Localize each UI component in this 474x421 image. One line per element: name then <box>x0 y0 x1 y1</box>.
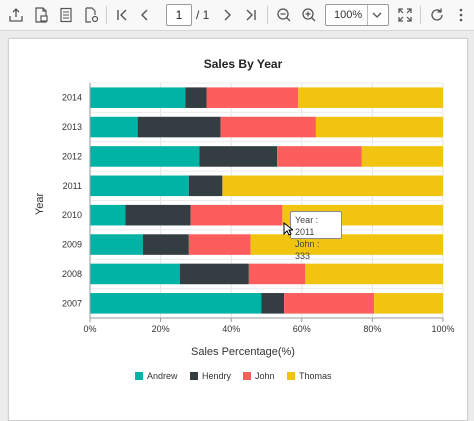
settings-page-icon[interactable] <box>80 5 102 25</box>
more-options-icon[interactable] <box>450 5 472 25</box>
chart-tooltip: Year : 2011 John : 333 <box>290 211 342 261</box>
bar-segment <box>90 87 186 108</box>
toolbar-separator <box>106 6 107 24</box>
tooltip-value: John : 333 <box>295 239 320 261</box>
zoom-in-icon[interactable] <box>298 5 320 25</box>
y-tick-label: 2007 <box>62 298 82 308</box>
bar-segment <box>125 204 191 226</box>
x-tick-label: 60% <box>293 324 311 334</box>
page-number-input[interactable]: 1 <box>166 4 192 26</box>
legend-swatch <box>135 372 143 380</box>
report-page: Sales By Year 2014 2013 2012 2011 2010 2009 20… <box>8 38 468 421</box>
legend-label: Thomas <box>299 371 332 381</box>
y-tick-label: 2014 <box>62 93 82 103</box>
print-icon[interactable] <box>30 5 52 25</box>
bar-segment <box>190 204 283 226</box>
legend-swatch <box>190 372 198 380</box>
y-tick-label: 2009 <box>62 240 82 250</box>
bar-segment <box>90 204 126 226</box>
bar-segment <box>277 146 362 167</box>
bar-segment <box>250 234 443 255</box>
bar-segment <box>137 116 221 138</box>
report-toolbar: 1 / 1 100% <box>0 0 474 31</box>
tooltip-year: Year : 2011 <box>295 215 319 237</box>
y-tick-label: 2008 <box>62 269 82 279</box>
next-page-icon[interactable] <box>216 5 238 25</box>
zoom-out-icon[interactable] <box>273 5 295 25</box>
x-tick-label: 20% <box>152 324 170 334</box>
previous-page-icon[interactable] <box>134 5 156 25</box>
zoom-dropdown[interactable]: 100% <box>325 4 389 26</box>
chevron-down-icon[interactable] <box>370 8 384 27</box>
mouse-cursor-icon <box>283 221 295 241</box>
bar-segment <box>284 293 375 314</box>
bar-segment <box>206 87 299 108</box>
x-tick-label: 0% <box>83 324 96 334</box>
y-tick-label: 2012 <box>62 151 82 161</box>
stacked-bar-chart: Sales By Year 2014 2013 2012 2011 2010 2009 20… <box>34 57 455 381</box>
bar-segment <box>188 175 223 197</box>
y-tick-label: 2013 <box>62 122 82 132</box>
bar-segment <box>180 263 249 285</box>
bar-segment <box>305 263 443 285</box>
bar-segment <box>185 87 207 108</box>
bar-segment <box>90 263 181 285</box>
bar-segment <box>248 263 306 285</box>
fit-page-icon[interactable] <box>394 5 416 25</box>
bar-segment <box>261 293 285 314</box>
bar-segment <box>188 234 251 255</box>
page-setup-icon[interactable] <box>55 5 77 25</box>
bar-segment <box>90 146 200 167</box>
zoom-value: 100% <box>334 9 363 21</box>
bar-segment <box>90 293 262 314</box>
toolbar-separator <box>267 6 268 24</box>
x-tick-label: 80% <box>363 324 381 334</box>
refresh-icon[interactable] <box>426 5 448 25</box>
page-total: / 1 <box>196 8 210 22</box>
x-tick-label: 40% <box>222 324 240 334</box>
bar-segment <box>374 293 443 314</box>
legend-label: John <box>255 371 275 381</box>
y-axis-label: Year <box>34 193 46 216</box>
bar-segment <box>222 175 443 197</box>
legend-label: Hendry <box>202 371 232 381</box>
bar-segment <box>90 175 189 197</box>
bar-segment <box>220 116 316 138</box>
legend-swatch <box>243 372 251 380</box>
bar-segment <box>142 234 189 255</box>
bar-segment <box>90 116 138 138</box>
chart-title: Sales By Year <box>204 57 283 71</box>
legend-label: Andrew <box>147 371 178 381</box>
zoom-divider <box>367 5 368 25</box>
bar-segment <box>315 116 443 138</box>
x-tick-label: 100% <box>431 324 454 334</box>
bar-segment <box>199 146 278 167</box>
legend-swatch <box>287 372 295 380</box>
toolbar-separator <box>420 6 421 24</box>
first-page-icon[interactable] <box>111 5 133 25</box>
bar-segment <box>361 146 443 167</box>
export-icon[interactable] <box>5 5 27 25</box>
x-axis-label: Sales Percentage(%) <box>191 346 295 358</box>
bar-segment <box>298 87 443 108</box>
last-page-icon[interactable] <box>240 5 262 25</box>
bar-segment <box>90 234 143 255</box>
y-tick-label: 2011 <box>63 181 82 191</box>
y-tick-label: 2010 <box>62 210 82 220</box>
